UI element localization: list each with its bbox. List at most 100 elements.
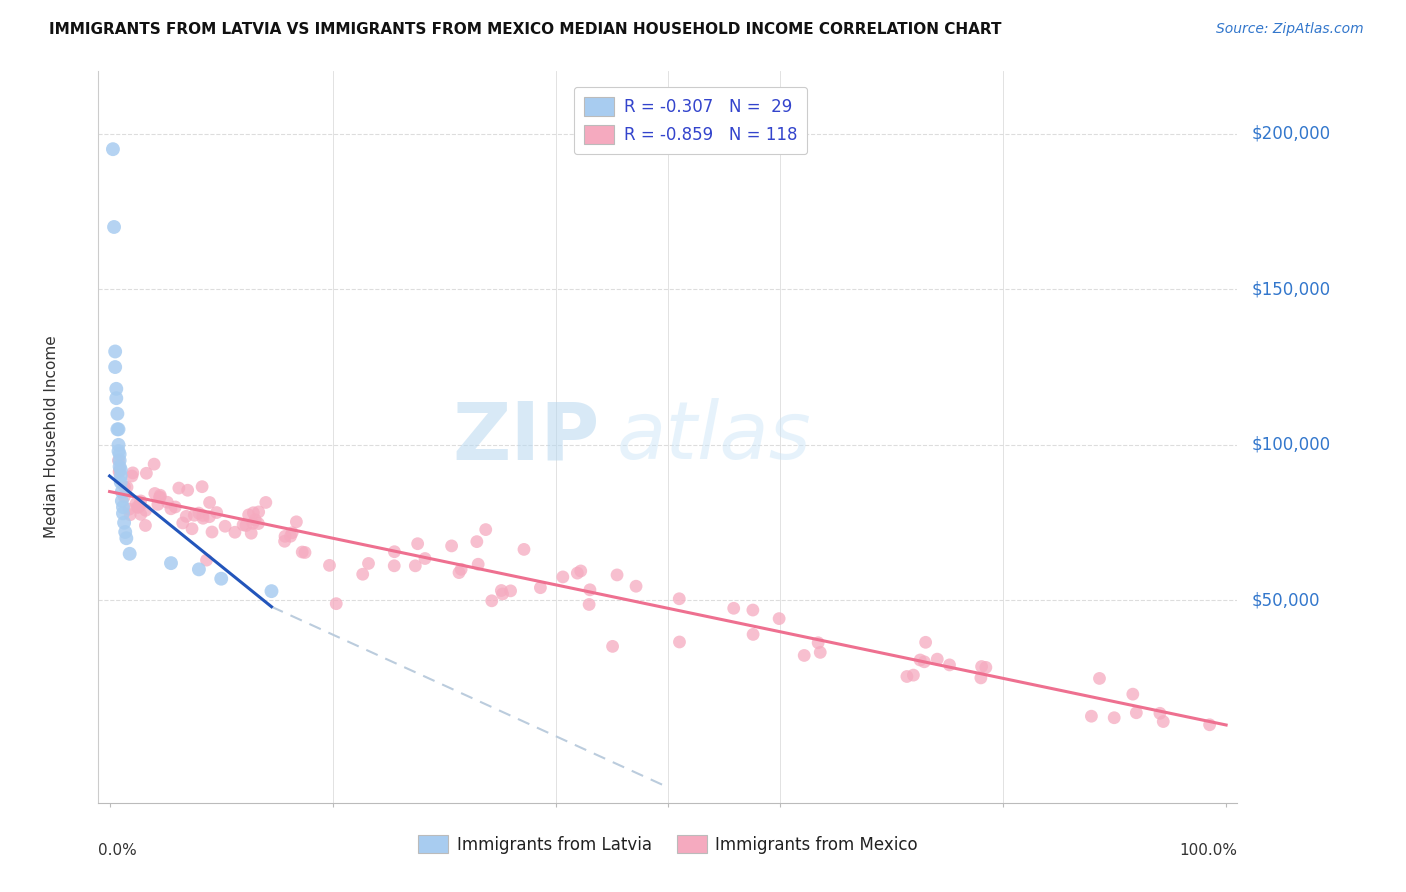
Point (668, 635, 690, 649)
Point (108, 459, 131, 474)
Point (908, 653, 931, 667)
Point (1088, 672, 1111, 686)
Point (254, 495, 277, 509)
Text: IMMIGRANTS FROM LATVIA VS IMMIGRANTS FROM MEXICO MEDIAN HOUSEHOLD INCOME CORRELA: IMMIGRANTS FROM LATVIA VS IMMIGRANTS FRO… (49, 22, 1001, 37)
Text: $100,000: $100,000 (1251, 436, 1330, 454)
Point (195, 553, 218, 567)
Point (129, 499, 152, 513)
Point (114, 524, 136, 539)
Text: Source: ZipAtlas.com: Source: ZipAtlas.com (1216, 22, 1364, 37)
Point (1198, 718, 1220, 732)
Point (914, 635, 936, 649)
Point (167, 481, 190, 495)
Text: atlas: atlas (617, 398, 811, 476)
Point (447, 566, 470, 580)
Point (352, 567, 374, 582)
Point (121, 466, 143, 480)
Point (111, 506, 134, 520)
Point (135, 467, 157, 481)
Point (107, 453, 129, 467)
Point (384, 544, 406, 558)
Point (467, 558, 489, 572)
Point (111, 494, 134, 508)
Point (107, 422, 129, 436)
Point (404, 558, 426, 573)
Point (1149, 706, 1171, 721)
Point (105, 382, 128, 396)
Point (176, 483, 198, 498)
Point (567, 566, 589, 580)
Point (143, 486, 166, 500)
Point (242, 516, 264, 531)
Point (214, 519, 236, 533)
Point (1102, 711, 1125, 725)
Point (115, 480, 138, 494)
Point (741, 603, 763, 617)
Point (970, 659, 993, 673)
Point (465, 534, 488, 549)
Point (149, 490, 172, 504)
Point (793, 648, 815, 663)
Point (134, 518, 156, 533)
Point (209, 572, 232, 586)
Point (513, 542, 536, 557)
Legend: Immigrants from Latvia, Immigrants from Mexico: Immigrants from Latvia, Immigrants from … (412, 829, 924, 860)
Text: 0.0%: 0.0% (98, 843, 138, 858)
Point (602, 640, 624, 654)
Point (912, 655, 935, 669)
Point (235, 518, 257, 533)
Point (108, 462, 131, 476)
Point (903, 668, 925, 682)
Point (118, 502, 141, 516)
Point (413, 551, 436, 566)
Point (240, 526, 263, 541)
Point (474, 523, 496, 537)
Point (143, 457, 166, 471)
Point (107, 444, 129, 458)
Point (382, 558, 405, 573)
Point (148, 491, 170, 505)
Point (238, 508, 260, 522)
Point (551, 570, 574, 584)
Text: ZIP: ZIP (453, 398, 599, 476)
Point (896, 669, 918, 683)
Point (742, 627, 765, 641)
Point (1080, 709, 1102, 723)
Point (281, 525, 304, 540)
Point (569, 564, 592, 578)
Point (970, 671, 993, 685)
Point (115, 531, 138, 545)
Point (247, 516, 270, 531)
Point (808, 645, 831, 659)
Point (104, 344, 127, 359)
Text: $200,000: $200,000 (1251, 125, 1330, 143)
Point (183, 508, 205, 523)
Point (579, 582, 602, 597)
Point (135, 503, 157, 517)
Point (1125, 706, 1147, 720)
Point (406, 537, 429, 551)
Point (181, 522, 204, 536)
Point (481, 594, 503, 608)
Point (160, 556, 183, 570)
Point (105, 391, 128, 405)
Point (242, 506, 264, 520)
Point (1122, 687, 1144, 701)
Point (491, 583, 513, 598)
Text: Median Household Income: Median Household Income (44, 335, 59, 539)
Point (280, 529, 302, 543)
Text: 100.0%: 100.0% (1180, 843, 1237, 858)
Point (318, 558, 340, 573)
Point (101, 142, 124, 156)
Point (191, 511, 214, 525)
Point (578, 598, 600, 612)
Point (1152, 714, 1174, 729)
Point (111, 500, 134, 515)
Point (108, 453, 131, 467)
Point (187, 506, 209, 520)
Point (107, 422, 129, 436)
Point (224, 525, 246, 540)
Point (103, 219, 125, 234)
Point (499, 583, 522, 598)
Point (120, 508, 142, 522)
